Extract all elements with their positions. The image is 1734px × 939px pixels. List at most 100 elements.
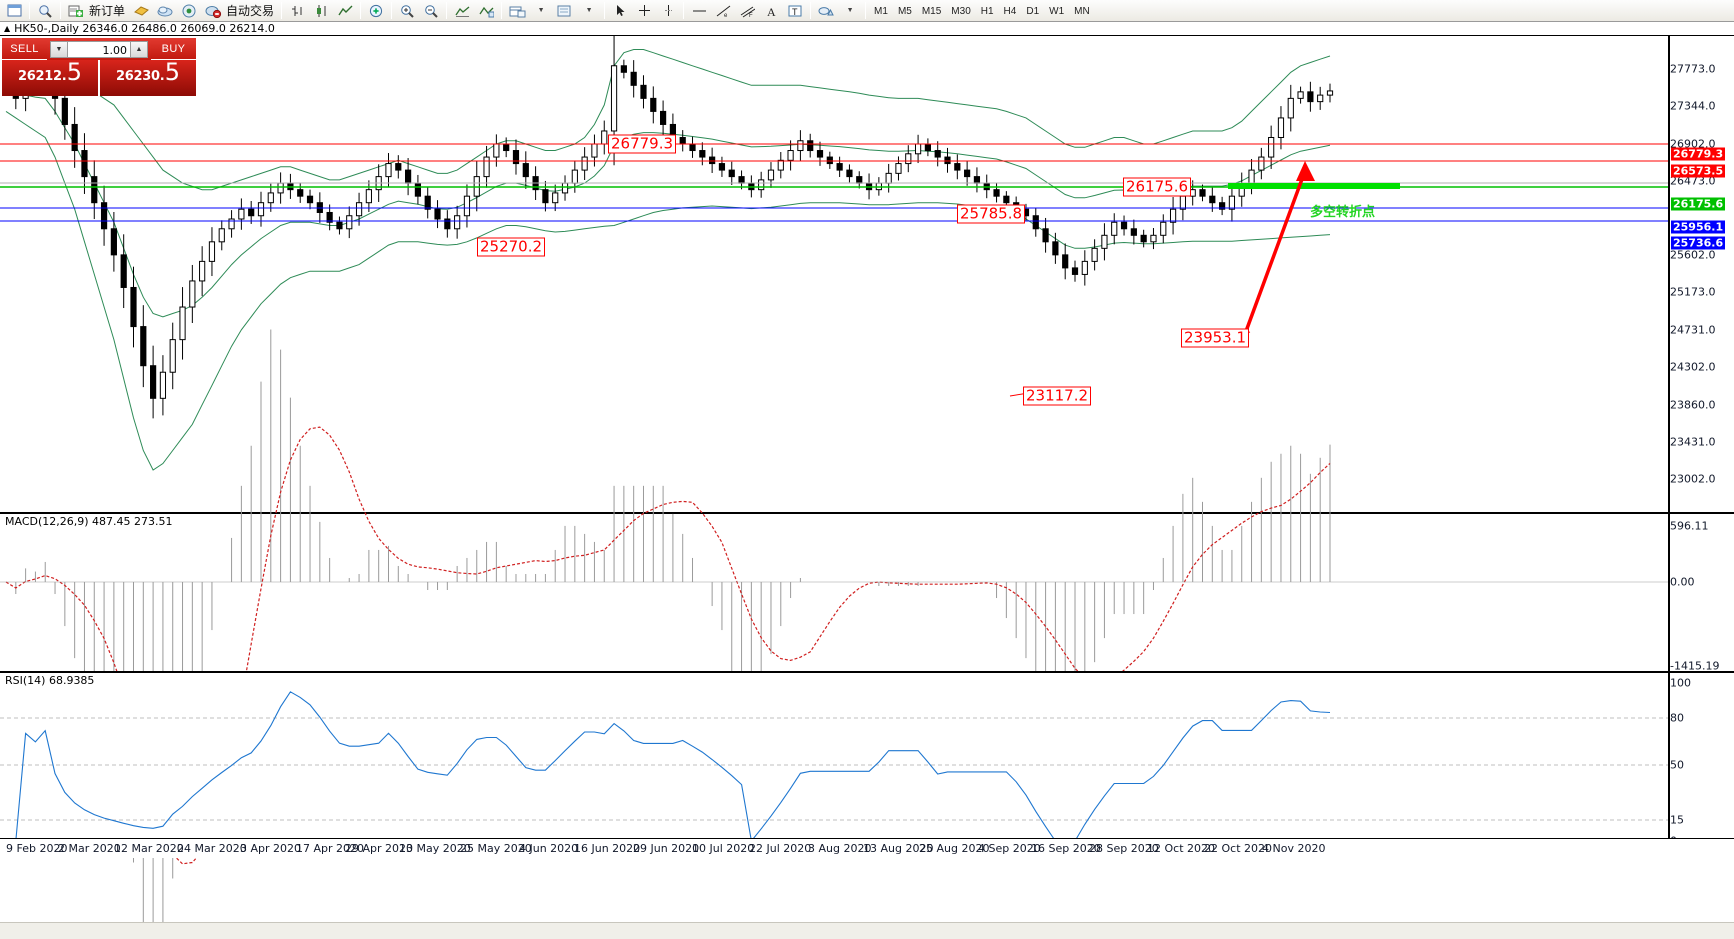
toolbar-separator xyxy=(29,2,30,19)
time-tick: 2 Mar 2020 xyxy=(58,842,121,855)
chevron-down-icon[interactable]: ▼ xyxy=(585,7,593,14)
cursor-icon[interactable] xyxy=(609,1,631,21)
turning-point-annotation[interactable]: 多空转折点 xyxy=(1310,205,1376,220)
line-chart-icon[interactable] xyxy=(334,1,356,21)
toolbar-separator xyxy=(604,2,606,19)
price-tag-25956[interactable]: 25956.1 xyxy=(1671,220,1726,234)
toolbar-separator xyxy=(446,2,448,19)
horizontal-line-icon[interactable] xyxy=(688,1,710,21)
label-tool-icon[interactable]: T xyxy=(784,1,806,21)
one-click-trading-panel[interactable]: SELL ▼ 1.00 ▲ BUY 26212. 5 26230. 5 xyxy=(2,38,196,96)
macd-label: MACD(12,26,9) 487.45 273.51 xyxy=(3,515,175,528)
collapse-triangle-icon[interactable]: ▲ xyxy=(4,24,11,33)
expert-advisor-icon[interactable] xyxy=(130,1,152,21)
new-order-label[interactable]: 新订单 xyxy=(89,4,126,18)
time-tick: 17 Apr 2020 xyxy=(296,842,365,855)
main-toolbar: 新订单 自动交易 ▼ ▼ xyxy=(0,0,1734,22)
indicator-icon[interactable] xyxy=(475,1,497,21)
signals-icon[interactable] xyxy=(178,1,200,21)
timeframe-m15[interactable]: M15 xyxy=(921,5,942,17)
price-label-26175[interactable]: 26175.6 xyxy=(1123,177,1192,197)
timeframe-d1[interactable]: D1 xyxy=(1026,5,1040,17)
price-label-26779[interactable]: 26779.3 xyxy=(608,134,677,154)
toolbar-separator xyxy=(683,2,685,19)
time-tick: 16 Sep 2020 xyxy=(1031,842,1101,855)
shapes-icon[interactable] xyxy=(815,1,837,21)
trade-panel-prices: 26212. 5 26230. 5 xyxy=(2,60,196,96)
timeframe-h1[interactable]: H1 xyxy=(980,5,994,17)
zoom-out-icon[interactable] xyxy=(420,1,442,21)
timeframe-m1[interactable]: M1 xyxy=(874,5,888,17)
rsi-pane[interactable]: RSI(14) 68.9385 100 80 50 15 0 xyxy=(0,671,1734,848)
volume-input[interactable]: 1.00 xyxy=(68,40,130,58)
buy-price[interactable]: 26230. 5 xyxy=(100,60,196,96)
chart-container[interactable]: 26779.3 26175.6 25785.8 25270.2 23953.1 … xyxy=(0,36,1734,939)
volume-control[interactable]: ▼ 1.00 ▲ xyxy=(47,38,151,60)
price-tag-26779[interactable]: 26779.3 xyxy=(1671,147,1726,161)
time-tick: 29 Apr 2020 xyxy=(345,842,414,855)
volume-decrement-button[interactable]: ▼ xyxy=(50,40,68,58)
sell-button[interactable]: SELL xyxy=(2,38,47,60)
trend-arrow-up xyxy=(1243,161,1315,335)
rsi-y-axis[interactable]: 100 80 50 15 0 xyxy=(1670,673,1734,848)
svg-text:F: F xyxy=(749,13,753,18)
y-tick: 24302.0 xyxy=(1670,360,1716,374)
crosshair-tool-icon[interactable] xyxy=(633,1,655,21)
template-icon[interactable] xyxy=(554,1,576,21)
chart-window-icon[interactable] xyxy=(3,1,25,21)
trade-panel-divider xyxy=(98,60,100,96)
new-order-icon[interactable] xyxy=(65,1,87,21)
volume-increment-button[interactable]: ▲ xyxy=(130,40,148,58)
rsi-y-tick: 15 xyxy=(1670,813,1684,827)
svg-text:T: T xyxy=(792,7,798,17)
bar-chart-icon[interactable] xyxy=(286,1,308,21)
macd-pane[interactable]: MACD(12,26,9) 487.45 273.51 596.11 0.00 … xyxy=(0,329,1734,939)
auto-trading-label[interactable]: 自动交易 xyxy=(226,4,275,18)
macd-y-axis[interactable]: 596.11 0.00 -1415.19 xyxy=(1670,514,1734,673)
autotrading-icon[interactable] xyxy=(202,1,224,21)
zoom-plus-icon[interactable] xyxy=(396,1,418,21)
price-y-axis[interactable]: 27773.0 27344.0 26902.0 26473.0 25602.0 … xyxy=(1670,36,1734,673)
time-tick: 12 Oct 2020 xyxy=(1147,842,1216,855)
candlestick-chart-icon[interactable] xyxy=(310,1,332,21)
sell-price[interactable]: 26212. 5 xyxy=(2,60,98,96)
zoom-in-icon[interactable] xyxy=(365,1,387,21)
price-tag-26573[interactable]: 26573.5 xyxy=(1671,164,1726,178)
timeframe-m30[interactable]: M30 xyxy=(951,5,971,17)
time-tick: 25 Aug 2020 xyxy=(919,842,990,855)
y-tick: 26902.0 xyxy=(1670,137,1716,151)
buy-button[interactable]: BUY xyxy=(151,38,196,60)
time-tick: 4 Sep 2020 xyxy=(978,842,1041,855)
toolbar-separator xyxy=(60,2,61,19)
time-tick: 22 Jul 2020 xyxy=(749,842,812,855)
timeframe-w1[interactable]: W1 xyxy=(1049,5,1065,17)
timeframe-mn[interactable]: MN xyxy=(1074,5,1090,17)
cloud-icon[interactable] xyxy=(154,1,176,21)
sell-price-separator: . xyxy=(61,69,67,84)
chevron-down-icon[interactable]: ▼ xyxy=(537,7,545,14)
price-label-25785[interactable]: 25785.8 xyxy=(957,204,1026,224)
price-label-23953[interactable]: 23953.1 xyxy=(1181,328,1250,348)
price-label-23117[interactable]: 23117.2 xyxy=(1023,386,1092,406)
price-label-25270[interactable]: 25270.2 xyxy=(477,237,546,257)
text-tool-icon[interactable]: A xyxy=(760,1,782,21)
chevron-down-icon[interactable]: ▼ xyxy=(846,7,854,14)
toolbar-separator xyxy=(865,2,867,19)
equidistant-channel-icon[interactable]: F xyxy=(736,1,758,21)
time-axis[interactable]: 9 Feb 2020 2 Mar 2020 12 Mar 2020 24 Mar 20… xyxy=(0,838,1734,858)
vertical-line-icon[interactable] xyxy=(657,1,679,21)
macd-y-tick: 0.00 xyxy=(1670,575,1695,589)
timeframe-h4[interactable]: H4 xyxy=(1003,5,1017,17)
sell-price-fraction: 5 xyxy=(66,58,82,86)
timeframe-m5[interactable]: M5 xyxy=(897,5,912,17)
data-window-icon[interactable] xyxy=(451,1,473,21)
price-tag-26175[interactable]: 26175.6 xyxy=(1671,197,1726,211)
time-tick: 13 May 2020 xyxy=(399,842,471,855)
trendline-icon[interactable]: e xyxy=(712,1,734,21)
zoom-window-icon[interactable] xyxy=(34,1,56,21)
price-pane[interactable]: 26779.3 26175.6 25785.8 25270.2 23953.1 … xyxy=(0,36,1734,673)
horizontal-scrollbar[interactable] xyxy=(0,922,1734,939)
time-tick: 9 Feb 2020 xyxy=(6,842,68,855)
periodicity-icon[interactable] xyxy=(506,1,528,21)
price-tag-25736[interactable]: 25736.6 xyxy=(1671,236,1726,250)
